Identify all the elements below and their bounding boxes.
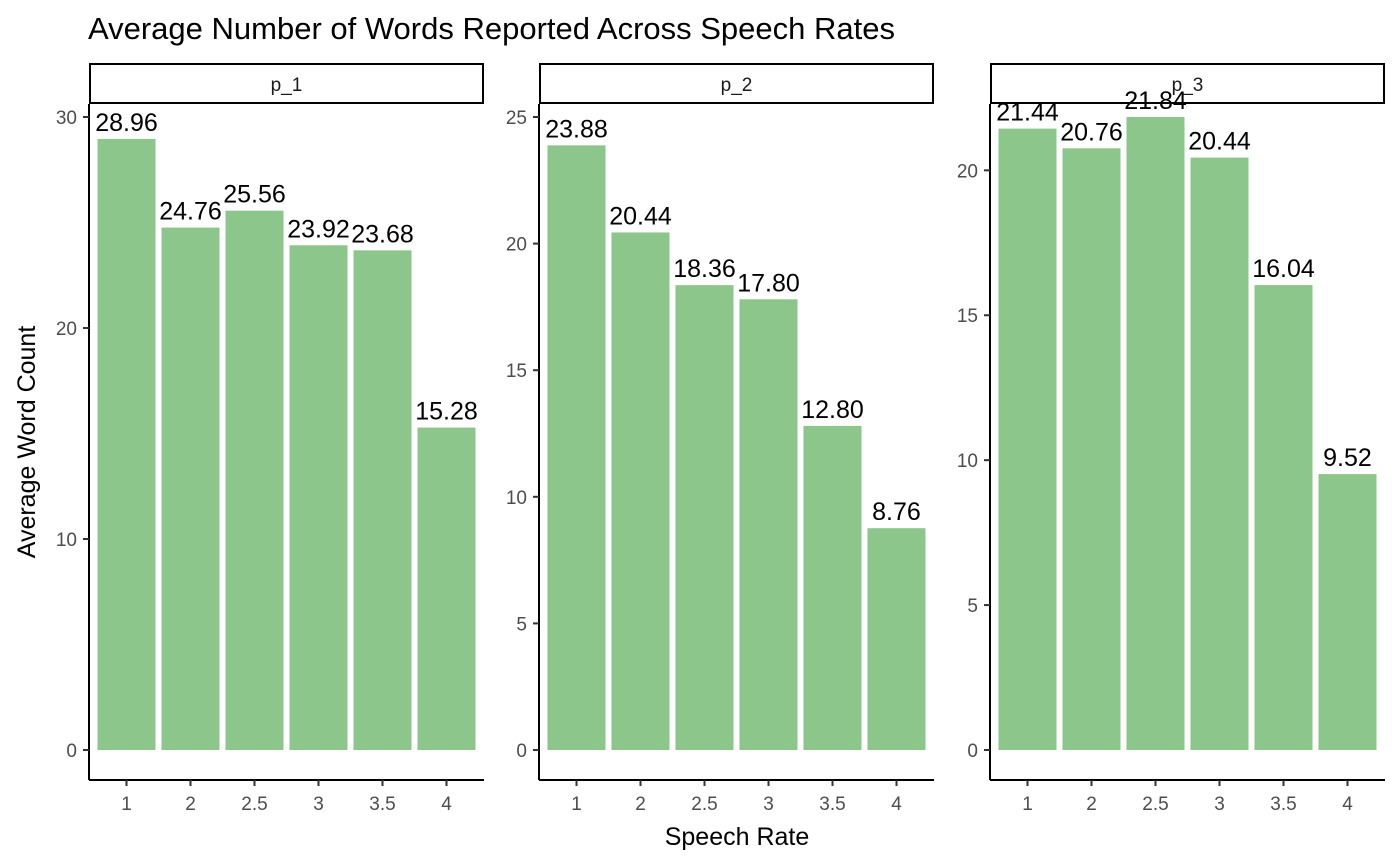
facet-strip-label: p_3 bbox=[1172, 75, 1204, 96]
data-label: 20.76 bbox=[1060, 118, 1123, 146]
x-tick-label: 3.5 bbox=[1270, 794, 1296, 815]
chart-title: Average Number of Words Reported Across … bbox=[88, 11, 895, 46]
facet-strip-label: p_1 bbox=[271, 75, 303, 96]
x-tick-label: 2.5 bbox=[241, 794, 267, 815]
y-tick-label: 20 bbox=[56, 319, 77, 340]
y-tick-label: 15 bbox=[506, 361, 527, 382]
data-label: 25.56 bbox=[223, 181, 286, 209]
facet-strip bbox=[539, 63, 934, 104]
bar bbox=[547, 145, 606, 750]
x-tick-label: 2 bbox=[635, 794, 646, 815]
data-label: 28.96 bbox=[95, 109, 158, 137]
data-label: 18.36 bbox=[673, 255, 736, 283]
bar bbox=[611, 232, 670, 750]
y-tick-label: 10 bbox=[957, 451, 978, 472]
y-tick-label: 20 bbox=[506, 235, 527, 256]
x-tick-label: 4 bbox=[891, 794, 902, 815]
x-tick-label: 3 bbox=[313, 794, 324, 815]
bar bbox=[1126, 117, 1185, 750]
x-tick-label: 2 bbox=[185, 794, 196, 815]
facet-strip-label: p_2 bbox=[721, 75, 753, 96]
data-label: 9.52 bbox=[1323, 444, 1372, 472]
data-label: 23.68 bbox=[351, 220, 414, 248]
y-tick-label: 10 bbox=[56, 530, 77, 551]
x-tick-label: 3.5 bbox=[369, 794, 395, 815]
bar bbox=[289, 245, 348, 750]
x-tick-label: 3 bbox=[1214, 794, 1225, 815]
data-label: 8.76 bbox=[872, 498, 921, 526]
data-label: 21.44 bbox=[996, 99, 1059, 127]
x-tick-label: 2.5 bbox=[691, 794, 717, 815]
x-tick-label: 2 bbox=[1086, 794, 1097, 815]
data-label: 16.04 bbox=[1252, 255, 1315, 283]
data-label: 20.44 bbox=[609, 202, 672, 230]
y-tick-label: 30 bbox=[56, 108, 77, 129]
bar bbox=[225, 210, 284, 750]
x-tick-label: 4 bbox=[1342, 794, 1353, 815]
y-axis-title: Average Word Count bbox=[13, 326, 41, 559]
data-label: 24.76 bbox=[159, 198, 222, 226]
x-tick-label: 3.5 bbox=[819, 794, 845, 815]
data-label: 15.28 bbox=[415, 398, 478, 426]
bar bbox=[675, 285, 734, 750]
data-label: 23.92 bbox=[287, 215, 350, 243]
x-axis-title: Speech Rate bbox=[665, 823, 810, 851]
y-tick-label: 20 bbox=[957, 161, 978, 182]
bar bbox=[1254, 285, 1313, 750]
facet-strip bbox=[990, 63, 1385, 104]
x-tick-label: 1 bbox=[121, 794, 132, 815]
bar bbox=[417, 427, 476, 750]
x-tick-label: 1 bbox=[571, 794, 582, 815]
bar bbox=[1190, 157, 1249, 751]
y-tick-label: 5 bbox=[967, 596, 978, 617]
data-label: 12.80 bbox=[801, 396, 864, 424]
x-tick-label: 2.5 bbox=[1142, 794, 1168, 815]
bar bbox=[1062, 148, 1121, 751]
bar bbox=[97, 138, 156, 751]
data-label: 20.44 bbox=[1188, 128, 1251, 156]
data-label: 17.80 bbox=[737, 269, 800, 297]
y-tick-label: 5 bbox=[516, 614, 527, 635]
y-tick-label: 15 bbox=[957, 306, 978, 327]
bar bbox=[803, 425, 862, 750]
bar bbox=[867, 528, 926, 750]
bar bbox=[161, 227, 220, 751]
y-tick-label: 10 bbox=[506, 488, 527, 509]
x-tick-label: 4 bbox=[441, 794, 452, 815]
y-tick-label: 0 bbox=[66, 741, 77, 762]
data-label: 21.84 bbox=[1124, 87, 1187, 115]
y-tick-label: 0 bbox=[967, 741, 978, 762]
y-tick-label: 0 bbox=[516, 741, 527, 762]
bar bbox=[998, 128, 1057, 751]
bar bbox=[353, 250, 412, 751]
facet-strip bbox=[89, 63, 484, 104]
bar bbox=[739, 299, 798, 750]
y-tick-label: 25 bbox=[506, 108, 527, 129]
x-tick-label: 1 bbox=[1022, 794, 1033, 815]
data-label: 23.88 bbox=[545, 115, 608, 143]
bar bbox=[1318, 474, 1377, 750]
x-tick-label: 3 bbox=[763, 794, 774, 815]
